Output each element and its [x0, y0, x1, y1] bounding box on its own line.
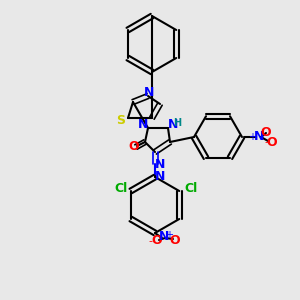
Text: H: H [173, 118, 181, 128]
Text: N: N [254, 130, 264, 143]
Text: N: N [168, 118, 178, 131]
Text: N: N [155, 169, 165, 182]
Text: O: O [261, 125, 271, 139]
Text: N: N [159, 230, 169, 244]
Text: +: + [165, 230, 173, 240]
Text: O: O [152, 235, 162, 248]
Text: O: O [129, 140, 139, 152]
Text: N: N [155, 158, 165, 170]
Text: O: O [267, 136, 277, 148]
Text: +: + [248, 132, 256, 142]
Text: Cl: Cl [184, 182, 198, 196]
Text: Cl: Cl [114, 182, 128, 196]
Text: N: N [138, 118, 148, 131]
Text: S: S [116, 113, 125, 127]
Text: O: O [170, 235, 180, 248]
Text: N: N [144, 85, 154, 98]
Text: -: - [264, 137, 268, 147]
Text: -: - [148, 236, 152, 246]
